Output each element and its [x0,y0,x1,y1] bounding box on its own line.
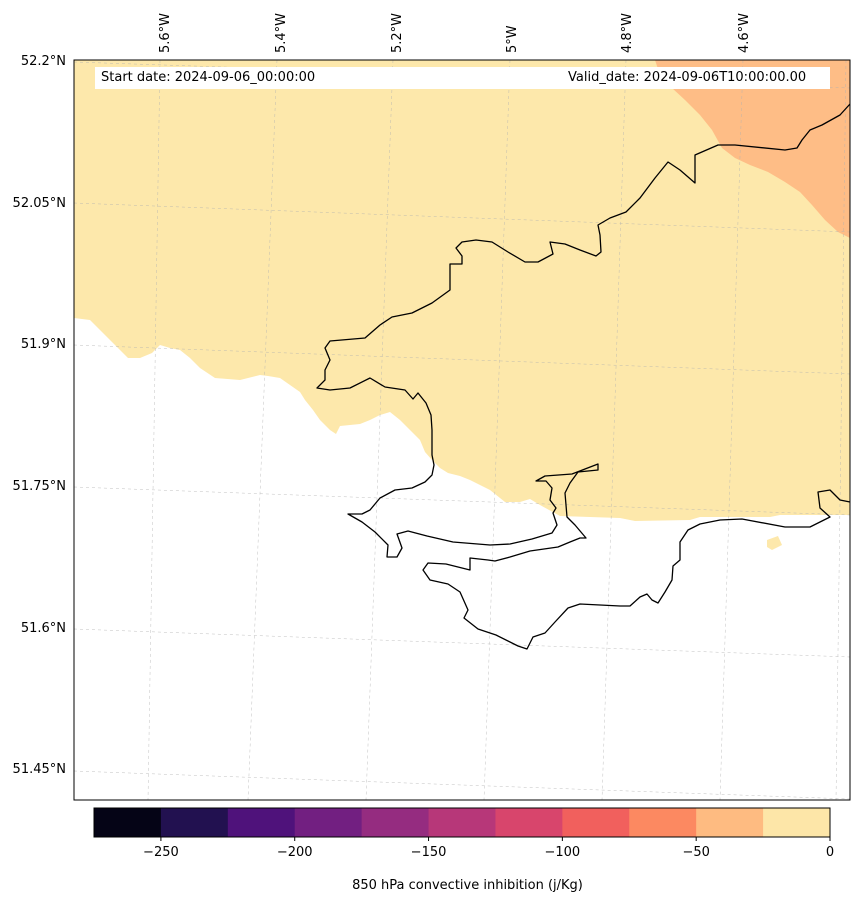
colorbar-tick-label: −200 [277,845,313,860]
colorbar-cell [94,808,162,837]
lat-label: 51.75°N [13,479,66,494]
lon-label: 5.2°W [390,13,405,53]
cin-field-patch-2 [516,462,528,473]
longitude-labels: 5.6°W 5.4°W 5.2°W 5°W 4.8°W 4.6°W [158,13,752,53]
cin-field-patch [767,536,782,550]
colorbar-tick-label: 0 [826,845,834,860]
colorbar-cell [227,808,296,837]
colorbar-tick-label: −250 [143,845,179,860]
lat-label: 52.2°N [21,54,66,69]
colorbar-tick-label: −50 [682,845,709,860]
start-date-label: Start date: 2024-09-06_00:00:00 [95,67,575,89]
coastline [316,103,851,650]
colorbar-frame [93,807,831,838]
colorbar-cell [696,808,764,837]
map-frame [73,59,851,801]
valid-date-label: Valid_date: 2024-09-06T10:00:00.00 [562,67,830,89]
colorbar-cell [361,808,430,837]
lat-label: 51.45°N [13,762,66,777]
colorbar-cells [94,808,831,837]
colorbar-cell [495,808,563,837]
colorbar-cell [562,808,630,837]
colorbar-cell [160,808,229,837]
cin-field-orange [655,60,850,238]
colorbar-cell [294,808,363,837]
lon-label: 5.6°W [158,13,173,53]
colorbar-cell [428,808,496,837]
lat-label: 52.05°N [13,196,66,211]
lon-label: 5°W [505,25,520,53]
colorbar-cell [629,808,697,837]
colorbar-ticks: −250 −200 −150 −100 −50 0 [143,837,834,860]
cin-field-near-zero [74,60,850,521]
colorbar: −250 −200 −150 −100 −50 0 [93,807,834,860]
lon-label: 4.8°W [620,13,635,53]
colorbar-tick-label: −150 [411,845,447,860]
lat-label: 51.6°N [21,621,66,636]
lon-label: 5.4°W [274,13,289,53]
latitude-labels: 52.2°N 52.05°N 51.9°N 51.75°N 51.6°N 51.… [13,54,66,777]
lat-label: 51.9°N [21,337,66,352]
colorbar-cell [763,808,831,837]
map-panel [73,59,851,801]
colorbar-tick-label: −100 [545,845,581,860]
lon-label: 4.6°W [737,13,752,53]
colorbar-label: 850 hPa convective inhibition (j/Kg) [352,878,583,893]
